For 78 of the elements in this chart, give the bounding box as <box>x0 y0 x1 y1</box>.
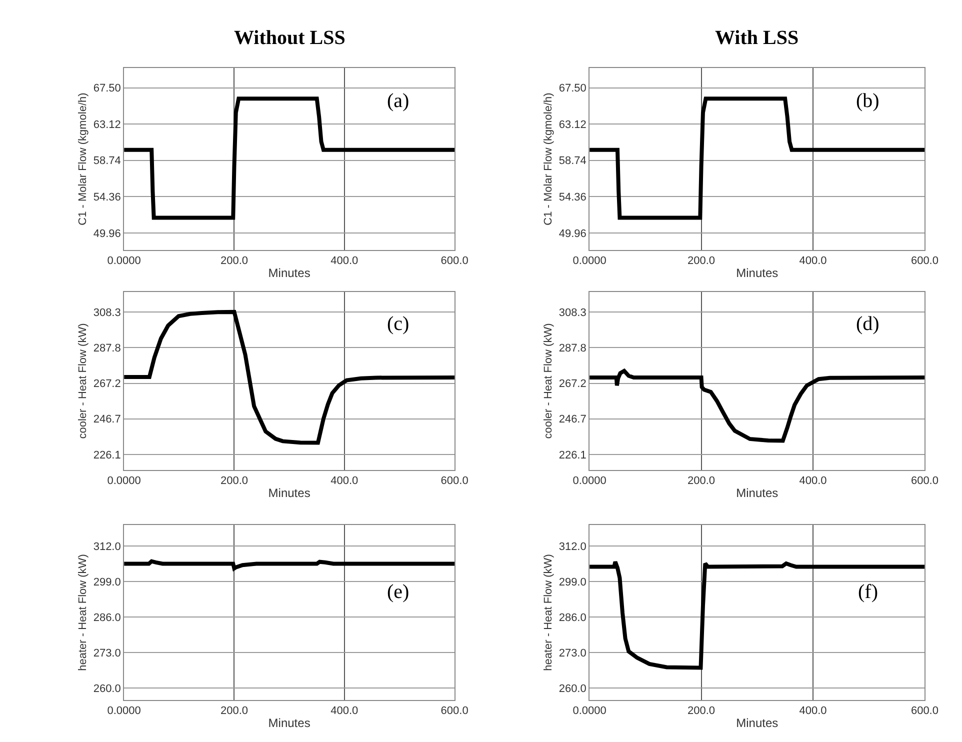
y-tick-label: 260.0 <box>558 682 586 695</box>
x-tick-label: 0.0000 <box>107 255 141 268</box>
x-tick-label: 400.0 <box>330 705 358 718</box>
y-tick-label: 63.12 <box>93 118 121 131</box>
x-tick-label: 400.0 <box>330 255 358 268</box>
x-tick-label: 0.0000 <box>572 475 606 488</box>
x-tick-label: 200.0 <box>688 705 716 718</box>
x-axis-title: Minutes <box>736 486 778 500</box>
annotation: (b) <box>856 90 880 112</box>
y-tick-label: 286.0 <box>93 612 121 624</box>
annotation: (c) <box>387 313 410 335</box>
y-tick-label: 226.1 <box>558 449 586 462</box>
y-axis-title: cooler - Heat Flow (kW) <box>542 323 554 439</box>
y-tick-label: 58.74 <box>558 155 586 168</box>
y-tick-label: 63.12 <box>558 118 586 131</box>
y-tick-label: 312.0 <box>93 540 121 553</box>
chart-title: Without LSS <box>234 27 346 49</box>
x-axis-title: Minutes <box>268 716 310 730</box>
y-tick-label: 299.0 <box>93 576 121 588</box>
x-tick-label: 200.0 <box>220 475 248 488</box>
x-axis-title: Minutes <box>268 266 310 280</box>
y-tick-label: 287.8 <box>93 342 121 354</box>
y-tick-label: 246.7 <box>558 414 586 426</box>
line-series <box>590 368 925 443</box>
x-tick-label: 400.0 <box>799 705 827 718</box>
y-tick-label: 273.0 <box>558 647 586 660</box>
y-axis-title: heater - Heat Flow (kW) <box>76 554 89 671</box>
y-tick-label: 312.0 <box>558 540 586 553</box>
annotation: (e) <box>387 581 410 603</box>
y-tick-label: 67.50 <box>93 82 121 95</box>
y-tick-label: 273.0 <box>93 647 121 660</box>
x-tick-label: 400.0 <box>330 475 358 488</box>
x-tick-label: 400.0 <box>799 255 827 268</box>
x-tick-label: 0.0000 <box>572 255 606 268</box>
x-tick-label: 0.0000 <box>107 705 141 718</box>
y-tick-label: 67.50 <box>558 82 586 95</box>
y-axis-title: heater - Heat Flow (kW) <box>542 554 554 671</box>
x-tick-label: 600.0 <box>440 475 468 488</box>
chart-title: With LSS <box>715 27 799 49</box>
y-tick-label: 260.0 <box>93 682 121 695</box>
y-tick-label: 308.3 <box>93 306 121 319</box>
y-tick-label: 308.3 <box>558 306 586 319</box>
x-tick-label: 200.0 <box>220 255 248 268</box>
x-axis-title: Minutes <box>736 266 778 280</box>
line-series <box>124 559 455 570</box>
y-tick-label: 58.74 <box>93 155 121 168</box>
y-tick-label: 287.8 <box>558 342 586 354</box>
x-tick-label: 600.0 <box>440 705 468 718</box>
annotation: (a) <box>387 90 410 112</box>
x-tick-label: 400.0 <box>799 475 827 488</box>
y-tick-label: 49.96 <box>93 228 121 240</box>
x-tick-label: 200.0 <box>688 255 716 268</box>
x-tick-label: 200.0 <box>220 705 248 718</box>
y-axis-title: C1 - Molar Flow (kgmole/h) <box>542 92 554 226</box>
x-axis-title: Minutes <box>736 716 778 730</box>
y-tick-label: 286.0 <box>558 612 586 624</box>
y-tick-label: 54.36 <box>93 191 121 204</box>
x-tick-label: 600.0 <box>910 255 938 268</box>
line-series <box>124 310 455 445</box>
x-tick-label: 0.0000 <box>572 705 606 718</box>
y-tick-label: 267.2 <box>558 378 586 390</box>
x-tick-label: 0.0000 <box>107 475 141 488</box>
x-tick-label: 600.0 <box>910 475 938 488</box>
y-tick-label: 49.96 <box>558 228 586 240</box>
annotation: (f) <box>858 581 878 603</box>
y-axis-title: cooler - Heat Flow (kW) <box>76 323 89 439</box>
y-tick-label: 226.1 <box>93 449 121 462</box>
x-tick-label: 600.0 <box>910 705 938 718</box>
y-tick-label: 54.36 <box>558 191 586 204</box>
line-series <box>590 560 925 670</box>
x-tick-label: 600.0 <box>440 255 468 268</box>
y-axis-title: C1 - Molar Flow (kgmole/h) <box>76 92 89 226</box>
y-tick-label: 246.7 <box>93 414 121 426</box>
x-tick-label: 200.0 <box>688 475 716 488</box>
x-axis-title: Minutes <box>268 486 310 500</box>
annotation: (d) <box>856 313 880 335</box>
y-tick-label: 267.2 <box>93 378 121 390</box>
y-tick-label: 299.0 <box>558 576 586 588</box>
